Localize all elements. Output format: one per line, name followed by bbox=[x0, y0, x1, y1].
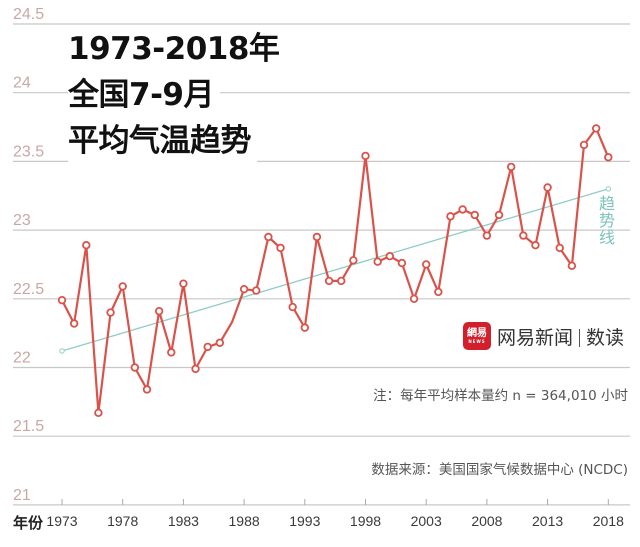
data-point-marker bbox=[191, 364, 200, 374]
data-point-marker bbox=[519, 231, 528, 240]
data-point-marker bbox=[409, 294, 419, 303]
data-point-marker bbox=[506, 162, 516, 172]
logo-text: 網易 bbox=[467, 328, 487, 339]
title-line-3: 平均气温趋势 bbox=[68, 118, 257, 164]
x-tick-label: 2003 bbox=[411, 513, 442, 529]
data-point-marker bbox=[361, 151, 370, 161]
data-point-marker bbox=[118, 282, 127, 291]
data-point-marker bbox=[324, 276, 334, 286]
data-point-marker bbox=[57, 295, 67, 305]
trend-line bbox=[59, 186, 611, 354]
trend-line-label: 趋势线 bbox=[598, 194, 615, 247]
x-tick-label: 2018 bbox=[593, 513, 624, 529]
x-axis: 年份 1973 1978 1983 1988 1993 1998 2003 2008 2013 20… bbox=[13, 499, 624, 532]
data-point-marker bbox=[203, 342, 212, 352]
data-point-marker bbox=[179, 279, 188, 288]
x-tick-label: 2013 bbox=[532, 513, 563, 529]
data-point-marker bbox=[337, 276, 346, 286]
data-point-marker bbox=[397, 258, 407, 268]
data-point-marker bbox=[312, 232, 322, 242]
data-point-marker bbox=[531, 241, 540, 250]
trend-endpoint-marker bbox=[59, 348, 65, 354]
x-axis-label: 年份 bbox=[13, 514, 44, 532]
data-source: 数据来源：美国国家气候数据中心 (NCDC) bbox=[371, 462, 628, 478]
brand-name: 网易新闻 数读 bbox=[497, 323, 624, 350]
data-point-marker bbox=[470, 210, 479, 220]
y-tick-label: 22 bbox=[13, 350, 31, 367]
trend-endpoint-marker bbox=[605, 186, 611, 192]
x-tick-label: 1983 bbox=[168, 513, 199, 529]
y-tick-label: 23.5 bbox=[13, 143, 44, 160]
data-point-marker bbox=[543, 183, 552, 192]
data-point-marker bbox=[494, 210, 504, 220]
data-point-marker bbox=[434, 287, 443, 297]
y-tick-label: 21.5 bbox=[13, 418, 44, 435]
data-point-marker bbox=[579, 140, 589, 150]
y-tick-label: 21 bbox=[13, 487, 31, 504]
x-tick-label: 1978 bbox=[107, 513, 138, 529]
data-point-marker bbox=[385, 252, 394, 261]
data-point-marker bbox=[446, 212, 455, 221]
y-tick-label: 22.5 bbox=[13, 281, 44, 298]
data-point-marker bbox=[239, 284, 249, 294]
x-tick-label: 1993 bbox=[289, 513, 320, 529]
y-tick-label: 24 bbox=[13, 75, 31, 92]
data-point-marker bbox=[215, 338, 225, 347]
y-tick-label: 24.5 bbox=[13, 6, 44, 23]
data-point-marker bbox=[288, 302, 297, 312]
y-tick-label: 23 bbox=[13, 212, 31, 229]
data-point-marker bbox=[167, 348, 176, 357]
data-point-marker bbox=[276, 243, 285, 253]
y-axis-ticks: 21 21.5 22 22.5 23 23.5 24 24.5 bbox=[13, 6, 44, 504]
x-tick-label: 1973 bbox=[46, 513, 77, 529]
data-point-marker bbox=[422, 260, 431, 269]
data-point-marker bbox=[300, 323, 309, 332]
x-tick-label: 1998 bbox=[350, 513, 381, 529]
logo-subtext: NEWS bbox=[468, 339, 486, 344]
sample-size-note: 注：每年平均样本量约 n = 364,010 小时 bbox=[373, 388, 628, 404]
brand-name-main: 网易新闻 bbox=[497, 326, 574, 349]
trend-line-path bbox=[61, 188, 609, 352]
data-point-marker bbox=[591, 124, 601, 133]
temperature-line-path bbox=[61, 127, 610, 414]
data-point-marker bbox=[252, 286, 261, 295]
title-line-2: 全国7-9月 bbox=[68, 72, 221, 118]
data-point-marker bbox=[373, 257, 382, 266]
x-tick-label: 1988 bbox=[229, 513, 260, 529]
brand-separator bbox=[579, 329, 581, 347]
chart-title: 1973-2018年 全国7-9月 平均气温趋势 bbox=[68, 26, 286, 164]
data-point-marker bbox=[349, 256, 358, 265]
netease-news-logo-icon: 網易 NEWS bbox=[463, 322, 491, 350]
temperature-series bbox=[57, 124, 613, 418]
data-point-marker bbox=[264, 232, 273, 242]
data-point-marker bbox=[458, 205, 467, 214]
data-point-marker bbox=[555, 243, 564, 253]
data-point-marker bbox=[604, 153, 613, 162]
brand-watermark: 網易 NEWS 网易新闻 数读 bbox=[463, 322, 624, 350]
brand-section: 数读 bbox=[586, 326, 625, 349]
data-point-marker bbox=[482, 231, 492, 240]
data-point-marker bbox=[82, 241, 91, 250]
x-tick-label: 2008 bbox=[471, 513, 502, 529]
data-point-marker bbox=[142, 385, 152, 394]
data-point-marker bbox=[154, 306, 164, 316]
data-point-marker bbox=[130, 363, 140, 372]
title-line-1: 1973-2018年 bbox=[68, 26, 286, 72]
data-point-marker bbox=[106, 308, 115, 317]
data-point-marker bbox=[69, 319, 79, 328]
data-point-marker bbox=[94, 408, 103, 418]
data-point-marker bbox=[567, 261, 577, 271]
